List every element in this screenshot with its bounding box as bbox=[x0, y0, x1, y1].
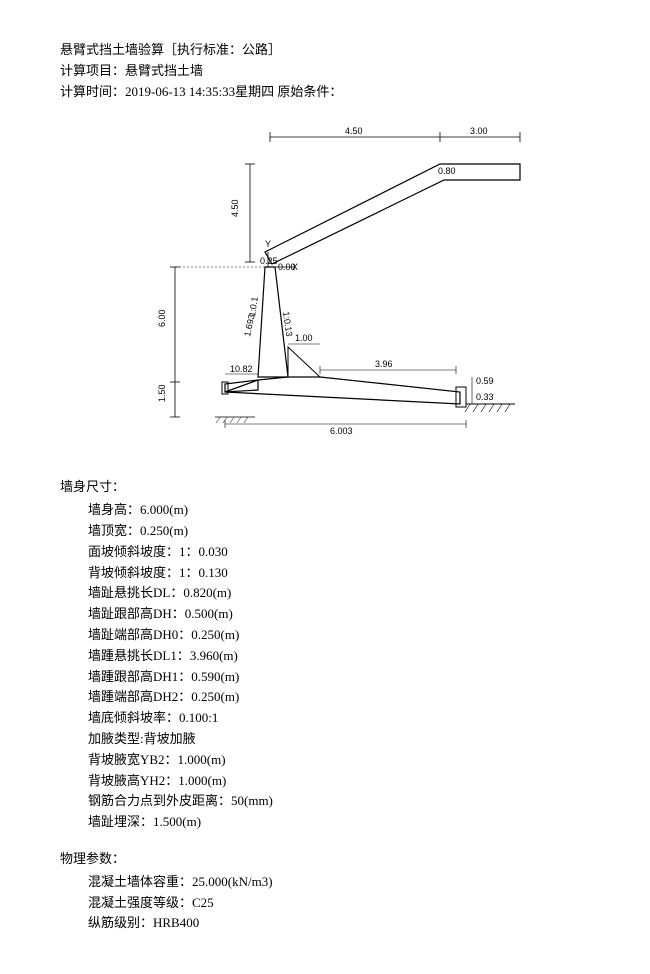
section-physics-title: 物理参数： bbox=[60, 849, 590, 870]
dim-vert-upper: 4.50 bbox=[230, 200, 240, 218]
header-line-2: 计算项目：悬臂式挡土墙 bbox=[60, 61, 590, 82]
param-line: 墙趾埋深：1.500(m) bbox=[60, 812, 590, 833]
section-wall-dims-title: 墙身尺寸： bbox=[60, 477, 590, 498]
param-line: 墙趾跟部高DH：0.500(m) bbox=[60, 604, 590, 625]
param-line: 背坡腋高YH2：1.000(m) bbox=[60, 771, 590, 792]
dim-heel: 3.96 bbox=[375, 359, 393, 369]
axis-y: Y bbox=[265, 239, 271, 249]
header-line-3: 计算时间：2019-06-13 14:35:33星期四 原始条件： bbox=[60, 82, 590, 103]
dim-beam-h: 0.80 bbox=[438, 166, 456, 176]
slope-face: 1:0.1 bbox=[247, 296, 260, 317]
param-line: 背坡腋宽YB2：1.000(m) bbox=[60, 750, 590, 771]
dim-base-total: 6.003 bbox=[330, 426, 353, 436]
param-line: 墙趾悬挑长DL：0.820(m) bbox=[60, 583, 590, 604]
dim-top-2: 3.00 bbox=[470, 126, 488, 136]
param-line: 混凝土墙体容重：25.000(kN/m3) bbox=[60, 872, 590, 893]
param-line: 背坡倾斜坡度：1：0.130 bbox=[60, 563, 590, 584]
param-line: 钢筋合力点到外皮距离：50(mm) bbox=[60, 791, 590, 812]
dim-top-1: 4.50 bbox=[345, 126, 363, 136]
dim-top-w: 0.25 bbox=[260, 256, 278, 266]
dim-dh2: 0.33 bbox=[476, 392, 494, 402]
dim-vert-total: 6.00 bbox=[157, 310, 167, 328]
param-line: 面坡倾斜坡度：1：0.030 bbox=[60, 542, 590, 563]
param-line: 墙底倾斜坡率：0.100:1 bbox=[60, 708, 590, 729]
param-line: 墙踵悬挑长DL1：3.960(m) bbox=[60, 646, 590, 667]
param-line: 墙踵端部高DH2：0.250(m) bbox=[60, 687, 590, 708]
param-line: 墙踵跟部高DH1：0.590(m) bbox=[60, 667, 590, 688]
param-line: 混凝土强度等级：C25 bbox=[60, 893, 590, 914]
param-line: 纵筋级别：HRB400 bbox=[60, 913, 590, 934]
dim-vert-bottom: 1.50 bbox=[157, 385, 167, 403]
dim-toe-w: 10.82 bbox=[230, 364, 253, 374]
param-line: 墙顶宽：0.250(m) bbox=[60, 521, 590, 542]
engineering-diagram: 4.50 3.00 0.80 4.50 Y 0.25 0.00 X 6.00 1… bbox=[120, 122, 540, 452]
dim-haunch-w: 1.00 bbox=[295, 333, 313, 343]
param-line: 墙趾端部高DH0：0.250(m) bbox=[60, 625, 590, 646]
dim-dh: 0.59 bbox=[476, 376, 494, 386]
ground-hatch-left bbox=[215, 417, 255, 423]
ground-hatch bbox=[465, 404, 515, 412]
param-line: 墙身高：6.000(m) bbox=[60, 500, 590, 521]
header-line-1: 悬臂式挡土墙验算［执行标准：公路］ bbox=[60, 40, 590, 61]
param-line: 加腋类型:背坡加腋 bbox=[60, 729, 590, 750]
